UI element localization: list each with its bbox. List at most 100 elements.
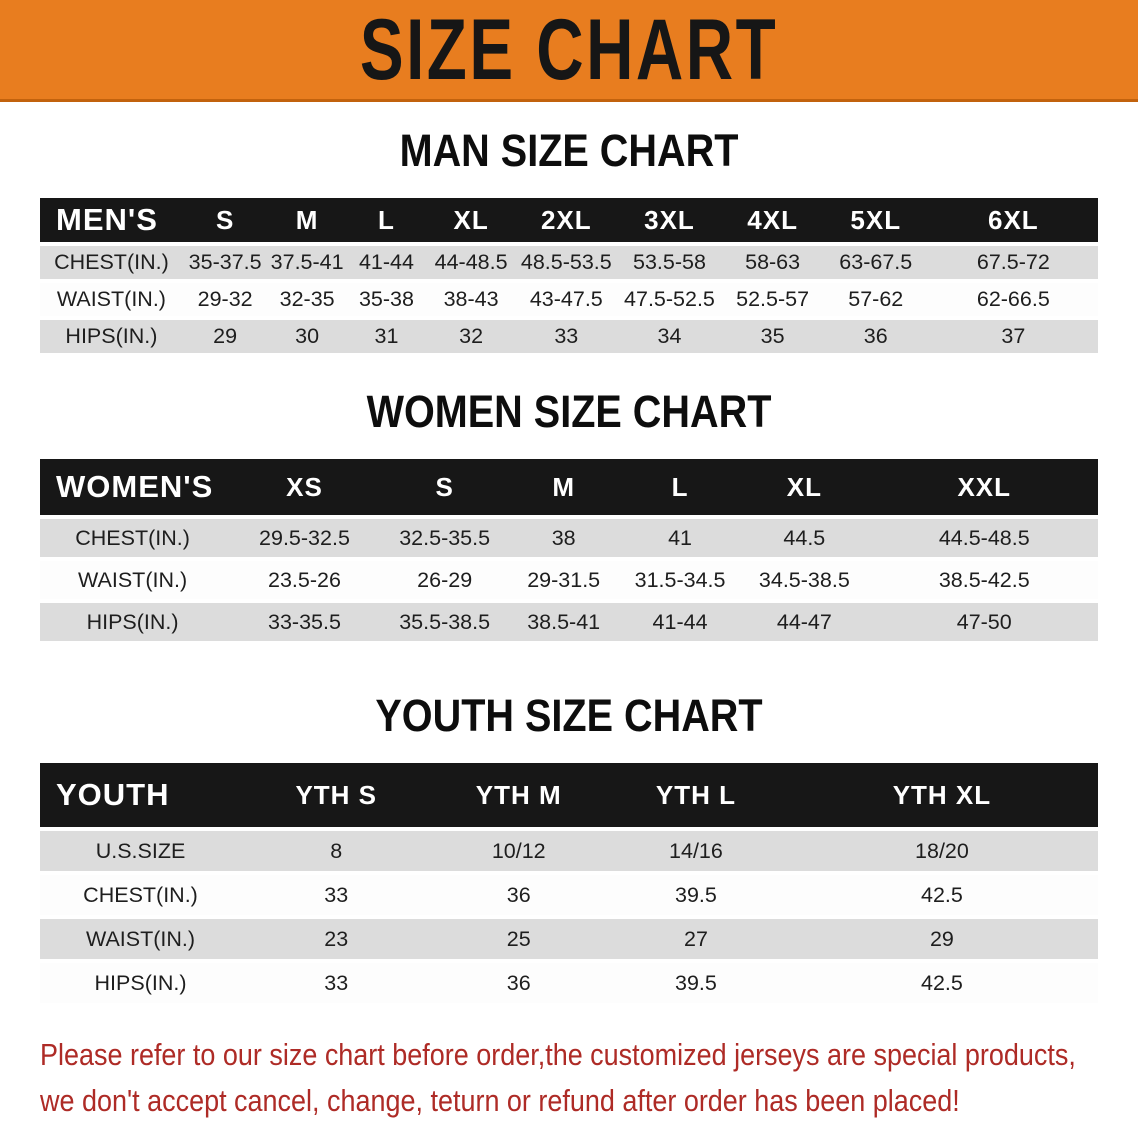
row-label: WAIST(IN.): [40, 283, 183, 316]
column-header-yth-s: YTH S: [241, 763, 432, 827]
column-header-m: M: [505, 459, 622, 515]
size-value: 39.5: [606, 963, 786, 1003]
size-value: 29: [785, 919, 1098, 959]
size-value: 57-62: [822, 283, 929, 316]
column-header-yth-l: YTH L: [606, 763, 786, 827]
size-value: 38.5-42.5: [870, 561, 1098, 599]
column-header-3xl: 3XL: [616, 198, 723, 242]
size-value: 32-35: [267, 283, 347, 316]
size-value: 38: [505, 519, 622, 557]
column-header-s: S: [383, 459, 506, 515]
size-value: 63-67.5: [822, 246, 929, 279]
column-header-l: L: [621, 459, 739, 515]
size-value: 27: [606, 919, 786, 959]
size-value: 38-43: [426, 283, 517, 316]
size-value: 35-37.5: [182, 246, 268, 279]
table-row: CHEST(IN.) 29.5-32.5 32.5-35.5 38 41 44.5 44.5…: [40, 519, 1098, 557]
column-header-6xl: 6XL: [928, 198, 1098, 242]
size-value: 35-38: [346, 283, 427, 316]
size-value: 29: [182, 320, 268, 353]
youth-size-table: YOUTH YTH S YTH M YTH L YTH XL U.S.SIZE 8 10/12…: [40, 759, 1098, 1007]
column-header-xl: XL: [426, 198, 517, 242]
table-row: U.S.SIZE 8 10/12 14/16 18/20: [40, 831, 1098, 871]
size-value: 48.5-53.5: [516, 246, 617, 279]
men-section: MAN SIZE CHART MEN'S S M L XL 2XL 3XL 4XL 5XL 6XL…: [0, 128, 1138, 357]
table-row: HIPS(IN.) 29 30 31 32 33 34 35 36 37: [40, 320, 1098, 353]
size-value: 25: [431, 919, 607, 959]
size-value: 29.5-32.5: [225, 519, 384, 557]
table-header-row: WOMEN'S XS S M L XL XXL: [40, 459, 1098, 515]
row-label: WAIST(IN.): [40, 561, 226, 599]
size-value: 37: [928, 320, 1098, 353]
size-value: 47-50: [870, 603, 1098, 641]
column-header-s: S: [182, 198, 268, 242]
row-label: CHEST(IN.): [40, 246, 183, 279]
column-header-yth-xl: YTH XL: [785, 763, 1098, 827]
women-section-heading: WOMEN SIZE CHART: [366, 386, 772, 437]
size-value: 35.5-38.5: [383, 603, 506, 641]
table-title-cell: MEN'S: [40, 198, 183, 242]
size-value: 29-31.5: [505, 561, 622, 599]
row-label: U.S.SIZE: [40, 831, 242, 871]
size-value: 33-35.5: [225, 603, 384, 641]
table-row: WAIST(IN.) 23 25 27 29: [40, 919, 1098, 959]
size-value: 67.5-72: [928, 246, 1098, 279]
column-header-yth-m: YTH M: [431, 763, 607, 827]
size-value: 14/16: [606, 831, 786, 871]
size-value: 33: [516, 320, 617, 353]
size-value: 34.5-38.5: [738, 561, 871, 599]
size-value: 26-29: [383, 561, 506, 599]
size-value: 47.5-52.5: [616, 283, 723, 316]
size-value: 44-48.5: [426, 246, 517, 279]
youth-section-heading: YOUTH SIZE CHART: [375, 690, 763, 741]
size-value: 39.5: [606, 875, 786, 915]
size-value: 35: [722, 320, 823, 353]
size-value: 58-63: [722, 246, 823, 279]
size-value: 31: [346, 320, 427, 353]
size-value: 23.5-26: [225, 561, 384, 599]
size-value: 44.5-48.5: [870, 519, 1098, 557]
table-row: CHEST(IN.) 33 36 39.5 42.5: [40, 875, 1098, 915]
column-header-2xl: 2XL: [516, 198, 617, 242]
men-size-table: MEN'S S M L XL 2XL 3XL 4XL 5XL 6XL CHEST(IN.) 35-37…: [40, 194, 1098, 357]
size-value: 44-47: [738, 603, 871, 641]
size-value: 18/20: [785, 831, 1098, 871]
size-value: 42.5: [785, 963, 1098, 1003]
size-value: 38.5-41: [505, 603, 622, 641]
table-row: WAIST(IN.) 23.5-26 26-29 29-31.5 31.5-34.5 34…: [40, 561, 1098, 599]
title-banner: SIZE CHART: [0, 0, 1138, 102]
table-title-cell: YOUTH: [40, 763, 242, 827]
size-value: 36: [431, 875, 607, 915]
size-value: 43-47.5: [516, 283, 617, 316]
women-section: WOMEN SIZE CHART WOMEN'S XS S M L XL XXL CHEST(…: [0, 389, 1138, 645]
table-title-cell: WOMEN'S: [40, 459, 226, 515]
table-row: CHEST(IN.) 35-37.5 37.5-41 41-44 44-48.5 48.5…: [40, 246, 1098, 279]
row-label: HIPS(IN.): [40, 963, 242, 1003]
size-value: 8: [241, 831, 432, 871]
table-row: HIPS(IN.) 33-35.5 35.5-38.5 38.5-41 41-44 44-…: [40, 603, 1098, 641]
row-label: CHEST(IN.): [40, 875, 242, 915]
size-value: 41: [621, 519, 739, 557]
size-value: 31.5-34.5: [621, 561, 739, 599]
row-label: HIPS(IN.): [40, 603, 226, 641]
table-row: HIPS(IN.) 33 36 39.5 42.5: [40, 963, 1098, 1003]
column-header-xxl: XXL: [870, 459, 1098, 515]
size-value: 42.5: [785, 875, 1098, 915]
size-value: 37.5-41: [267, 246, 347, 279]
table-header-row: MEN'S S M L XL 2XL 3XL 4XL 5XL 6XL: [40, 198, 1098, 242]
youth-section: YOUTH SIZE CHART YOUTH YTH S YTH M YTH L YTH…: [0, 693, 1138, 1007]
column-header-xs: XS: [225, 459, 384, 515]
size-value: 30: [267, 320, 347, 353]
column-header-4xl: 4XL: [722, 198, 823, 242]
size-value: 41-44: [346, 246, 427, 279]
page-title: SIZE CHART: [359, 0, 779, 98]
row-label: CHEST(IN.): [40, 519, 226, 557]
row-label: HIPS(IN.): [40, 320, 183, 353]
column-header-5xl: 5XL: [822, 198, 929, 242]
size-value: 32.5-35.5: [383, 519, 506, 557]
size-value: 10/12: [431, 831, 607, 871]
size-value: 29-32: [182, 283, 268, 316]
size-value: 36: [822, 320, 929, 353]
size-value: 41-44: [621, 603, 739, 641]
